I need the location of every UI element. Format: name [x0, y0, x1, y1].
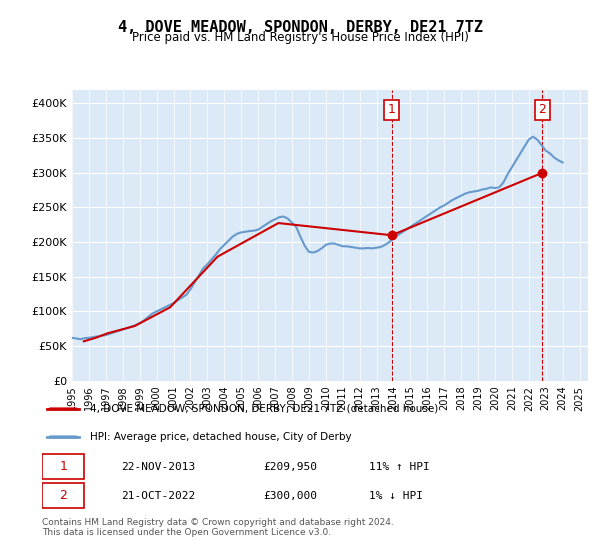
Text: 2: 2: [538, 104, 546, 116]
Text: HPI: Average price, detached house, City of Derby: HPI: Average price, detached house, City…: [89, 432, 351, 442]
Text: Contains HM Land Registry data © Crown copyright and database right 2024.
This d: Contains HM Land Registry data © Crown c…: [42, 518, 394, 538]
Text: 1: 1: [388, 104, 395, 116]
Text: 11% ↑ HPI: 11% ↑ HPI: [370, 462, 430, 472]
Text: £300,000: £300,000: [264, 491, 318, 501]
FancyBboxPatch shape: [42, 455, 84, 479]
Text: 1: 1: [59, 460, 67, 473]
Text: 2: 2: [59, 489, 67, 502]
Text: £209,950: £209,950: [264, 462, 318, 472]
FancyBboxPatch shape: [42, 483, 84, 508]
Text: 22-NOV-2013: 22-NOV-2013: [121, 462, 196, 472]
Text: 21-OCT-2022: 21-OCT-2022: [121, 491, 196, 501]
Text: Price paid vs. HM Land Registry's House Price Index (HPI): Price paid vs. HM Land Registry's House …: [131, 31, 469, 44]
Text: 4, DOVE MEADOW, SPONDON, DERBY, DE21 7TZ (detached house): 4, DOVE MEADOW, SPONDON, DERBY, DE21 7TZ…: [89, 404, 438, 414]
Text: 1% ↓ HPI: 1% ↓ HPI: [370, 491, 424, 501]
Text: 4, DOVE MEADOW, SPONDON, DERBY, DE21 7TZ: 4, DOVE MEADOW, SPONDON, DERBY, DE21 7TZ: [118, 20, 482, 35]
